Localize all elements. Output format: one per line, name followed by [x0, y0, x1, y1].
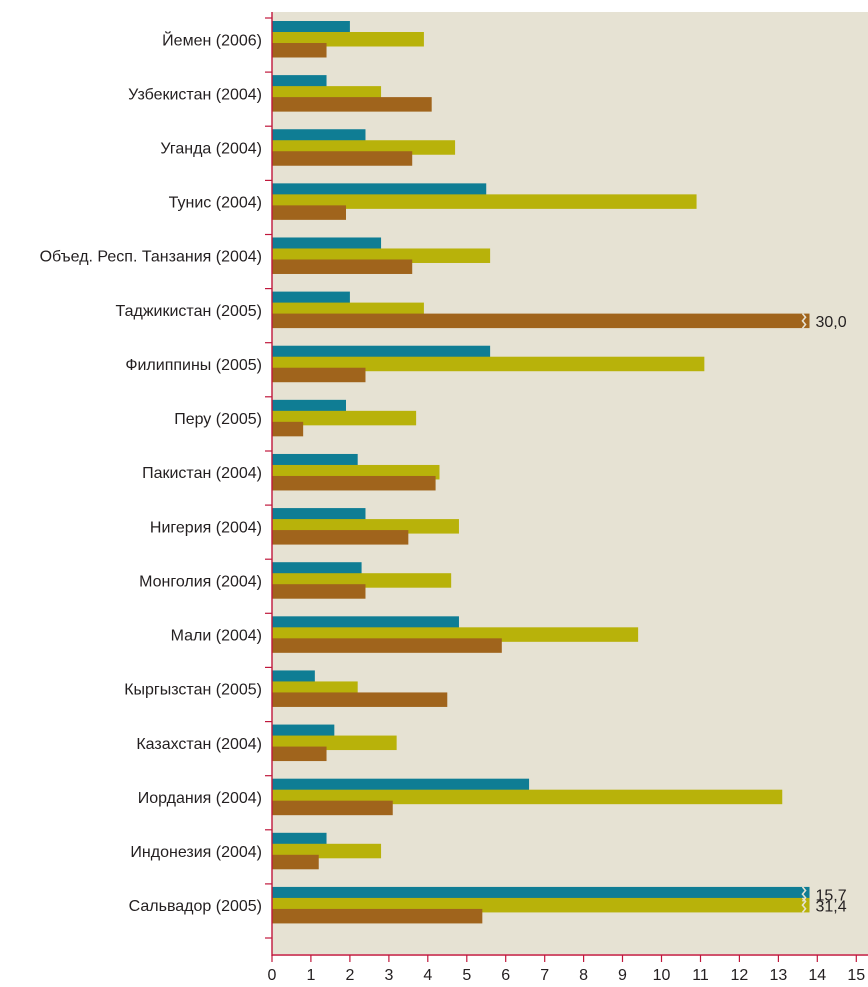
category-label: Объед. Респ. Танзания (2004) — [40, 249, 262, 266]
bar — [272, 43, 327, 58]
category-label: Уганда (2004) — [160, 141, 262, 158]
x-tick-label: 13 — [770, 967, 788, 982]
bar — [272, 843, 382, 859]
x-tick-label: 2 — [345, 967, 354, 982]
bar — [272, 248, 491, 263]
category-label: Узбекистан (2004) — [128, 86, 262, 103]
bar — [272, 345, 491, 361]
x-tick-label: 3 — [384, 967, 393, 982]
bar — [272, 789, 783, 805]
bar-break-mark — [801, 313, 807, 329]
bar — [272, 356, 705, 372]
x-tick-label: 10 — [653, 967, 671, 982]
category-label: Нигерия (2004) — [150, 519, 262, 536]
bar — [272, 75, 327, 90]
category-label: Мали (2004) — [171, 628, 262, 645]
category-label: Перу (2005) — [174, 411, 262, 428]
category-label: Пакистан (2004) — [142, 465, 262, 482]
bar — [272, 194, 697, 209]
bar — [272, 291, 350, 307]
bar — [272, 886, 810, 902]
bar — [272, 627, 639, 642]
x-tick-label: 4 — [423, 967, 432, 982]
bar — [272, 908, 483, 924]
category-label: Йемен (2006) — [162, 30, 262, 49]
bar — [272, 530, 409, 545]
bar — [272, 205, 346, 220]
bar — [272, 778, 530, 794]
x-tick-label: 6 — [501, 967, 510, 982]
bar — [272, 313, 810, 329]
category-label: Сальвадор (2005) — [129, 898, 262, 915]
bar — [272, 129, 366, 144]
bar-value-label: 15,7 — [816, 887, 847, 904]
bar — [272, 519, 459, 534]
x-tick-label: 0 — [268, 967, 277, 982]
x-tick-label: 8 — [579, 967, 588, 982]
bar — [272, 86, 382, 101]
bar — [272, 616, 459, 631]
bar — [272, 410, 417, 426]
bar — [272, 21, 350, 36]
bar — [272, 584, 366, 599]
x-tick-label: 11 — [692, 967, 709, 982]
category-label: Монголия (2004) — [139, 573, 262, 590]
bar — [272, 399, 346, 415]
bar — [272, 140, 456, 155]
bar — [272, 464, 440, 480]
x-tick-label: 15 — [847, 967, 865, 982]
bar — [272, 97, 432, 112]
bar — [272, 681, 358, 696]
x-tick-label: 12 — [731, 967, 749, 982]
bar — [272, 237, 382, 252]
bar-break-mark — [801, 886, 807, 902]
bar — [272, 32, 424, 47]
x-tick-label: 5 — [462, 967, 471, 982]
bar — [272, 367, 366, 383]
x-tick-label: 7 — [540, 967, 549, 982]
bar — [272, 183, 487, 198]
bar — [272, 302, 424, 318]
bar-value-label: 30,0 — [816, 314, 847, 331]
bar-break-mark — [801, 897, 807, 913]
bar — [272, 573, 452, 588]
bar — [272, 670, 315, 685]
bar — [272, 508, 366, 523]
bar — [272, 475, 436, 491]
category-label: Таджикистан (2005) — [116, 303, 262, 320]
bar-value-label: 31,4 — [816, 898, 847, 915]
bar — [272, 259, 413, 274]
x-tick-label: 14 — [808, 967, 826, 982]
bar — [272, 151, 413, 166]
category-label: Индонезия (2004) — [130, 844, 262, 861]
bar — [272, 453, 358, 469]
bar — [272, 746, 327, 762]
category-label: Кыргызстан (2005) — [124, 682, 262, 699]
x-tick-label: 1 — [306, 967, 315, 982]
bar — [272, 897, 810, 913]
bar — [272, 800, 393, 816]
bar — [272, 562, 362, 577]
category-label: Казахстан (2004) — [136, 736, 262, 753]
category-label: Филиппины (2005) — [125, 357, 262, 374]
bar — [272, 724, 335, 740]
bar — [272, 692, 448, 707]
bar — [272, 638, 502, 653]
bar — [272, 735, 397, 751]
category-label: Иордания (2004) — [138, 790, 262, 807]
bar — [272, 421, 304, 437]
bar — [272, 854, 319, 870]
category-label: Тунис (2004) — [169, 195, 262, 212]
bars-group — [272, 21, 810, 924]
x-tick-label: 9 — [618, 967, 627, 982]
bar — [272, 832, 327, 848]
